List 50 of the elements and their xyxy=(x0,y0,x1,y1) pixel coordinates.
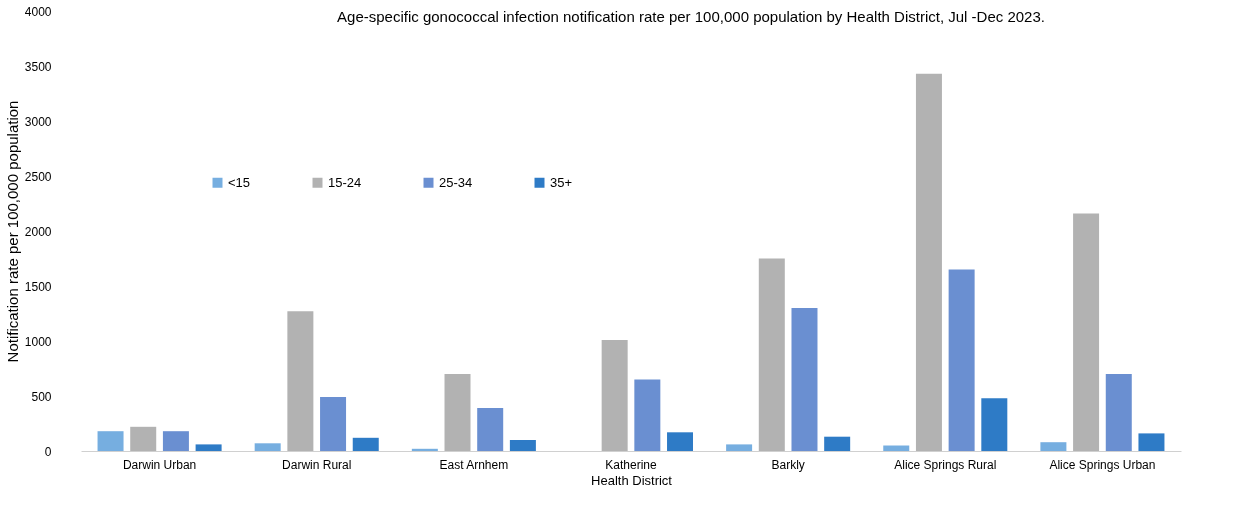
y-tick-label: 1500 xyxy=(24,279,52,294)
bar xyxy=(634,379,661,451)
bar xyxy=(411,448,438,451)
y-tick-label: 3500 xyxy=(24,59,52,74)
bar xyxy=(254,443,281,451)
bar xyxy=(791,308,818,451)
bar xyxy=(758,258,785,451)
legend-label: 35+ xyxy=(550,174,573,190)
x-axis-title: Health District xyxy=(591,472,673,488)
bar xyxy=(162,431,189,451)
x-tick-label: Barkly xyxy=(771,457,805,472)
bar xyxy=(509,440,536,451)
y-tick-label: 2500 xyxy=(24,169,52,184)
chart-title: Age-specific gonococcal infection notification rate per 100,000 population by Health District, Jul -Dec 2023. xyxy=(337,8,1045,25)
bar xyxy=(1073,213,1100,451)
bar xyxy=(287,311,314,451)
bar xyxy=(195,444,222,451)
bar xyxy=(726,444,753,451)
bar xyxy=(981,398,1008,451)
bar xyxy=(1040,442,1067,451)
bar xyxy=(601,339,628,451)
y-axis-title: Notification rate per 100,000 population xyxy=(3,100,21,363)
legend-label: <15 xyxy=(228,174,251,190)
x-tick-label: Katherine xyxy=(605,457,658,472)
bar xyxy=(130,426,157,451)
y-tick-label: 1000 xyxy=(24,334,52,349)
bar xyxy=(824,436,851,451)
bar xyxy=(1138,433,1165,451)
bar xyxy=(915,73,942,451)
y-tick-label: 2000 xyxy=(24,224,52,239)
bar xyxy=(883,445,910,451)
x-tick-label: Alice Springs Rural xyxy=(894,457,997,472)
x-tick-label: Alice Springs Urban xyxy=(1049,457,1156,472)
bar xyxy=(948,269,975,451)
bar xyxy=(477,408,504,451)
y-tick-label: 500 xyxy=(31,389,52,404)
y-tick-label: 4000 xyxy=(24,4,52,19)
y-tick-label: 3000 xyxy=(24,114,52,129)
bar xyxy=(97,431,124,451)
bar xyxy=(320,397,347,451)
bar xyxy=(444,374,471,451)
x-tick-label: East Arnhem xyxy=(439,457,509,472)
bar xyxy=(1105,374,1132,451)
y-tick-label: 0 xyxy=(44,444,52,459)
legend-label: 25-34 xyxy=(439,174,473,190)
bar xyxy=(667,432,694,451)
x-tick-label: Darwin Rural xyxy=(282,457,352,472)
x-tick-label: Darwin Urban xyxy=(122,457,197,472)
legend-label: 15-24 xyxy=(328,174,362,190)
bar xyxy=(352,437,379,451)
